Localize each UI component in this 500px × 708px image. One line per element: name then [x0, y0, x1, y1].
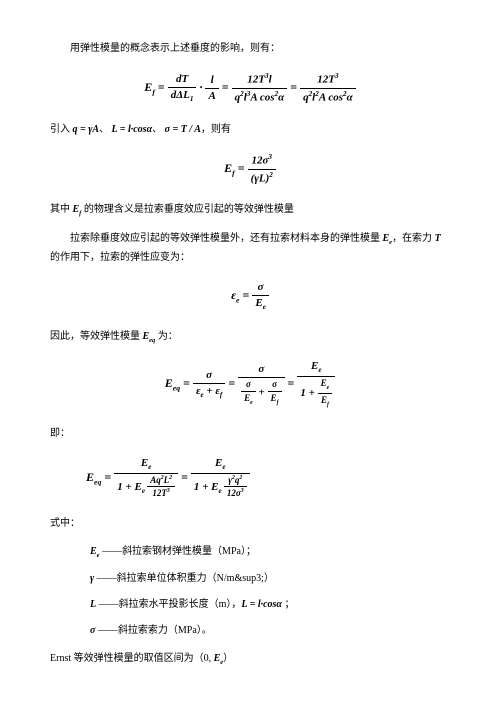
para-therefore: 因此，等效弹性模量 Eeq 为： — [50, 328, 450, 347]
def-gamma: γ ——斜拉索单位体积重力（N/m&sup3;） — [90, 570, 450, 588]
para-ie: 即： — [50, 425, 450, 443]
para-intro: 用弹性模量的概念表示上述垂度的影响，则有： — [50, 40, 450, 58]
equation-eeq-final: Eeq = Ee 1 + Ee Aq2L212T3 = Ee 1 + Ee γ2… — [86, 457, 450, 499]
def-sigma: σ ——斜拉索索力（MPa）。 — [90, 622, 450, 640]
para-ernst-range: Ernst 等效弹性模量的取值区间为（0, Ee） — [50, 650, 450, 669]
equation-eeq-derive: Eeq = σεe + εf = σ σEe + σEf = Ee 1 + Ee… — [50, 360, 450, 408]
para-ef-meaning: 其中 Ef 的物理含义是拉索垂度效应引起的等效弹性模量 — [50, 201, 450, 220]
para-substitution: 引入 q = γA、 L = l·cosα、 σ = T / A，则有 — [50, 121, 450, 139]
equation-ef-simplified: Ef = 12σ3(γL)2 — [50, 153, 450, 186]
eq1-lhs: Ef — [144, 80, 155, 94]
para-material-modulus: 拉索除垂度效应引起的等效弹性模量外，还有拉索材料本身的弹性模量 Ee，在索力 T… — [50, 230, 450, 267]
definition-list: Ee ——斜拉索钢材弹性模量（MPa）； γ ——斜拉索单位体积重力（N/m&s… — [90, 543, 450, 640]
equation-strain: εe = σEe — [50, 281, 450, 312]
equation-ef-expansion: Ef = dTdΔL1 · lA = 12T3lq2l3A cos2α = 12… — [50, 72, 450, 105]
para-where: 式中： — [50, 515, 450, 533]
def-ee: Ee ——斜拉索钢材弹性模量（MPa）； — [90, 543, 450, 562]
def-l: L ——斜拉索水平投影长度（m），L = l·cosα ； — [90, 596, 450, 614]
